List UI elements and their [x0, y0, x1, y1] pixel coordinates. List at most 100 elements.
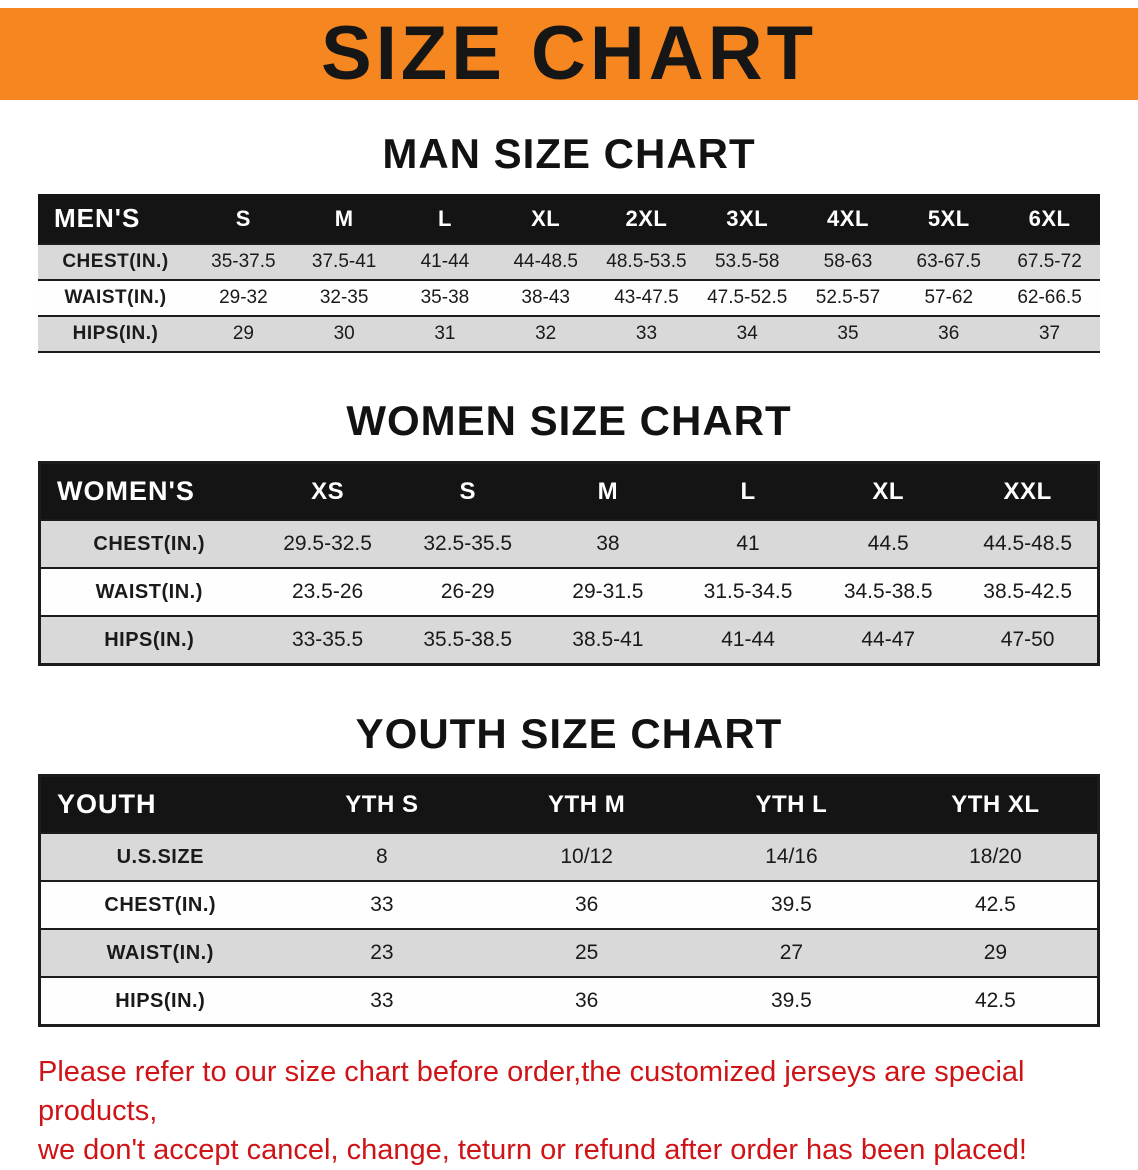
- size-value: 38.5-42.5: [983, 580, 1073, 603]
- size-value: 33: [370, 893, 394, 916]
- men-section: MAN SIZE CHART MEN'S S M L XL 2XL 3XL 4XL 5XL 6XL…: [0, 130, 1138, 353]
- size-value: 25: [574, 941, 599, 964]
- size-column-header: S: [397, 462, 538, 520]
- size-column-header: 2XL: [596, 194, 697, 244]
- size-column-header: 4XL: [797, 194, 899, 244]
- size-value: 32-35: [319, 287, 369, 308]
- size-column-header: XS: [257, 462, 398, 520]
- size-column-header: YTH L: [689, 775, 894, 833]
- banner: SIZE CHART: [0, 8, 1138, 100]
- size-value: 41: [736, 532, 760, 555]
- size-value: 26-29: [440, 580, 495, 603]
- size-value: 31.5-34.5: [703, 580, 793, 603]
- row-label: WAIST(IN.): [64, 287, 167, 308]
- size-value: 32: [535, 323, 557, 344]
- size-table: YOUTH YTH S YTH M YTH L YTH XL U.S.SIZE 8 10/12…: [38, 774, 1100, 1027]
- size-value: 29: [983, 941, 1008, 964]
- size-value: 41-44: [420, 251, 470, 272]
- size-column-header: XXL: [958, 462, 1099, 520]
- disclaimer-line-1: Please refer to our size chart before or…: [38, 1056, 1025, 1128]
- size-value: 23.5-26: [291, 580, 364, 603]
- table-row: CHEST(IN.) 35-37.5 37.5-41 41-44 44-48.5 48.5…: [38, 244, 1100, 280]
- disclaimer-line-2: we don't accept cancel, change, teturn o…: [38, 1134, 1027, 1167]
- table-row: CHEST(IN.) 33 36 39.5 42.5: [39, 881, 1099, 929]
- size-value: 38.5-41: [572, 628, 644, 651]
- size-value: 32.5-35.5: [423, 532, 513, 555]
- size-column-header: YTH M: [484, 775, 689, 833]
- size-column-header: YTH XL: [893, 775, 1099, 833]
- size-column-header: M: [537, 462, 678, 520]
- size-column-header: S: [193, 194, 294, 244]
- table-row: CHEST(IN.) 29.5-32.5 32.5-35.5 38 41 44.5 44.5…: [39, 520, 1099, 568]
- table-row: WAIST(IN.) 23.5-26 26-29 29-31.5 31.5-34.5 34…: [39, 568, 1099, 616]
- size-value: 37.5-41: [311, 251, 377, 272]
- size-value: 36: [938, 323, 960, 344]
- size-value: 34.5-38.5: [843, 580, 933, 603]
- row-label: CHEST(IN.): [93, 532, 206, 555]
- table-title-cell: YOUTH: [39, 775, 280, 833]
- size-value: 67.5-72: [1017, 251, 1082, 272]
- size-value: 47-50: [1000, 628, 1055, 651]
- table-row: WAIST(IN.) 29-32 32-35 35-38 38-43 43-47.5 47.…: [38, 280, 1100, 316]
- size-value: 35-38: [420, 287, 470, 308]
- size-column-header: 3XL: [696, 194, 798, 244]
- size-value: 58-63: [823, 251, 873, 272]
- size-value: 42.5: [974, 989, 1016, 1012]
- size-value: 29-31.5: [572, 580, 644, 603]
- size-value: 30: [333, 323, 355, 344]
- youth-size-table: YOUTH YTH S YTH M YTH L YTH XL U.S.SIZE 8 10/12…: [38, 774, 1100, 1027]
- size-column-header: XL: [818, 462, 959, 520]
- size-value: 52.5-57: [815, 287, 881, 308]
- size-column-header: L: [677, 462, 819, 520]
- size-column-header: 5XL: [898, 194, 1000, 244]
- row-label: U.S.SIZE: [116, 845, 204, 868]
- table-row: U.S.SIZE 8 10/12 14/16 18/20: [39, 833, 1099, 881]
- size-value: 29: [232, 323, 254, 344]
- size-value: 8: [376, 845, 388, 868]
- row-label: HIPS(IN.): [104, 628, 195, 651]
- size-value: 29-32: [219, 287, 268, 308]
- size-value: 35: [837, 323, 859, 344]
- row-label: HIPS(IN.): [115, 989, 206, 1012]
- youth-heading: YOUTH SIZE CHART: [355, 710, 783, 757]
- row-label: CHEST(IN.): [104, 893, 217, 916]
- row-label: WAIST(IN.): [106, 941, 214, 964]
- size-value: 35-37.5: [211, 251, 276, 272]
- size-value: 57-62: [924, 287, 974, 308]
- disclaimer: Please refer to our size chart before or…: [38, 1053, 1100, 1170]
- row-label: CHEST(IN.): [62, 251, 169, 272]
- size-value: 29.5-32.5: [283, 532, 372, 555]
- size-column-header: 6XL: [999, 194, 1100, 244]
- size-value: 62-66.5: [1017, 287, 1082, 308]
- table-title-cell: MEN'S: [38, 194, 193, 244]
- women-heading: WOMEN SIZE CHART: [346, 397, 792, 444]
- size-value: 53.5-58: [714, 251, 780, 272]
- table-row: HIPS(IN.) 33 36 39.5 42.5: [39, 977, 1099, 1026]
- men-heading: MAN SIZE CHART: [382, 130, 756, 177]
- size-value: 34: [736, 323, 758, 344]
- size-table: MEN'S S M L XL 2XL 3XL 4XL 5XL 6XL CHEST(IN.) 35-37…: [38, 194, 1100, 353]
- size-table: WOMEN'S XS S M L XL XXL CHEST(IN.) 29.5-32.5 32.5…: [38, 461, 1100, 666]
- size-value: 31: [434, 323, 456, 344]
- table-title-cell: WOMEN'S: [39, 462, 258, 520]
- table-row: WAIST(IN.) 23 25 27 29: [39, 929, 1099, 977]
- size-value: 44.5-48.5: [983, 532, 1073, 555]
- table-row: HIPS(IN.) 29 30 31 32 33 34 35 36 37: [38, 316, 1100, 352]
- size-value: 14/16: [765, 845, 818, 868]
- size-chart-page: SIZE CHART MAN SIZE CHART MEN'S S M L XL 2XL 3…: [0, 8, 1138, 1170]
- size-value: 33-35.5: [291, 628, 364, 651]
- size-value: 18/20: [969, 845, 1022, 868]
- size-value: 44-48.5: [513, 251, 578, 272]
- size-value: 48.5-53.5: [606, 251, 687, 272]
- size-value: 44.5: [867, 532, 909, 555]
- row-label: HIPS(IN.): [72, 323, 159, 344]
- size-value: 42.5: [974, 893, 1016, 916]
- size-value: 43-47.5: [614, 287, 679, 308]
- size-value: 35.5-38.5: [423, 628, 513, 651]
- size-value: 47.5-52.5: [707, 287, 788, 308]
- size-value: 10/12: [560, 845, 613, 868]
- size-column-header: YTH S: [279, 775, 485, 833]
- size-value: 33: [370, 989, 394, 1012]
- size-column-header: XL: [495, 194, 597, 244]
- size-column-header: L: [394, 194, 496, 244]
